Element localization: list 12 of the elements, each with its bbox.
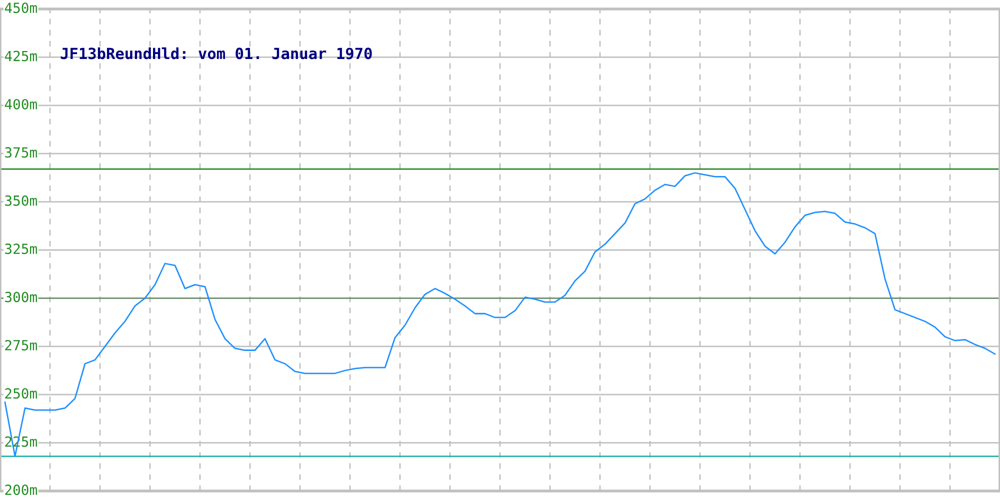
y-tick-label: 425m	[4, 50, 37, 62]
y-tick-label: 450m	[4, 2, 37, 14]
y-tick-label: 250m	[5, 388, 37, 399]
y-tick-label: 350m	[5, 195, 37, 206]
y-tick-label: 300m	[5, 292, 37, 302]
y-tick-label: 325m	[5, 244, 37, 254]
line-series	[4, 172, 996, 457]
y-tick-label: 275m	[5, 340, 37, 350]
y-tick-label: 400m	[4, 98, 37, 110]
y-tick-label: 375m	[5, 147, 37, 158]
y-tick-label: 200m	[5, 484, 37, 496]
text: JF13bReundHld: vom 01. Januar 1970	[60, 47, 372, 60]
